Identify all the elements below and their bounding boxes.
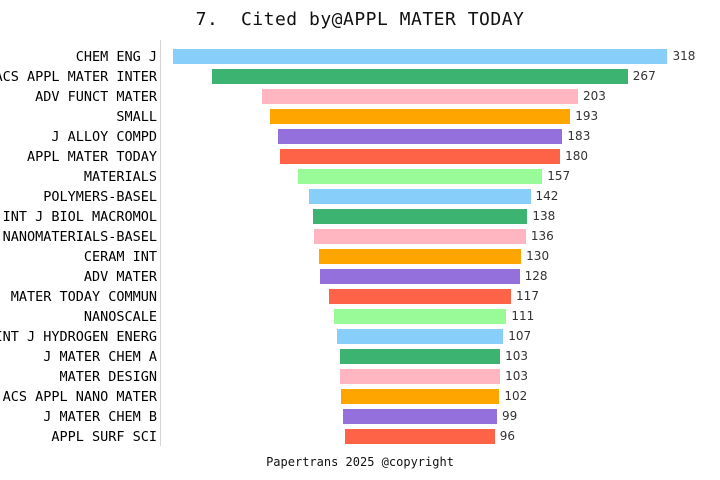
bar	[339, 369, 501, 384]
category-label: POLYMERS-BASEL	[43, 189, 157, 205]
value-label: 99	[502, 409, 518, 423]
category-label: NANOMATERIALS-BASEL	[2, 229, 157, 245]
bar	[320, 269, 520, 284]
value-label: 318	[672, 49, 696, 63]
bar	[279, 149, 561, 164]
value-label: 138	[532, 209, 556, 223]
bar	[309, 189, 531, 204]
category-label: MATER DESIGN	[59, 369, 157, 385]
bar	[172, 49, 668, 64]
value-label: 142	[535, 189, 559, 203]
value-label: 102	[504, 389, 528, 403]
y-axis-line	[160, 40, 161, 446]
value-label: 136	[530, 229, 554, 243]
value-label: 203	[582, 89, 606, 103]
bar	[340, 389, 500, 404]
bar	[314, 229, 526, 244]
value-label: 103	[505, 369, 529, 383]
bar	[345, 429, 495, 444]
value-label: 267	[632, 69, 656, 83]
bar	[277, 129, 563, 144]
bar	[318, 249, 522, 264]
value-label: 193	[575, 109, 599, 123]
value-label: 128	[524, 269, 548, 283]
bar	[312, 209, 528, 224]
category-label: SMALL	[116, 109, 157, 125]
bar	[212, 69, 628, 84]
category-label: ADV MATER	[83, 269, 157, 285]
value-label: 111	[511, 309, 535, 323]
value-label: 117	[516, 289, 539, 303]
value-label: 96	[499, 429, 515, 443]
copyright-footer: Papertrans 2025 @copyright	[266, 455, 454, 469]
category-label: NANOSCALE	[83, 309, 157, 325]
bar	[269, 109, 571, 124]
category-label: ADV FUNCT MATER	[35, 89, 157, 105]
chart-title: 7. Cited by@APPL MATER TODAY	[195, 9, 525, 30]
category-label: CERAM INT	[83, 249, 157, 265]
category-label: ACS APPL MATER INTER	[0, 69, 157, 85]
value-label: 183	[567, 129, 591, 143]
value-label: 180	[565, 149, 588, 163]
value-label: 157	[547, 169, 571, 183]
category-label: J MATER CHEM B	[43, 409, 157, 425]
category-label: INT J BIOL MACROMOL	[2, 209, 157, 225]
category-label: MATER TODAY COMMUN	[10, 289, 157, 305]
bar	[333, 309, 507, 324]
value-label: 103	[505, 349, 529, 363]
category-label: J MATER CHEM A	[43, 349, 157, 365]
bar	[297, 169, 543, 184]
bar	[336, 329, 504, 344]
category-label: ACS APPL NANO MATER	[2, 389, 157, 405]
category-label: APPL MATER TODAY	[26, 149, 157, 165]
value-label: 130	[526, 249, 550, 263]
category-label: J ALLOY COMPD	[51, 129, 157, 145]
category-label: CHEM ENG J	[75, 49, 157, 65]
bar	[342, 409, 498, 424]
bar	[328, 289, 512, 304]
category-label: INT J HYDROGEN ENERG	[0, 329, 157, 345]
bar	[262, 89, 578, 104]
value-label: 107	[508, 329, 532, 343]
category-label: APPL SURF SCI	[51, 429, 157, 445]
bar	[339, 349, 501, 364]
category-label: MATERIALS	[83, 169, 157, 185]
